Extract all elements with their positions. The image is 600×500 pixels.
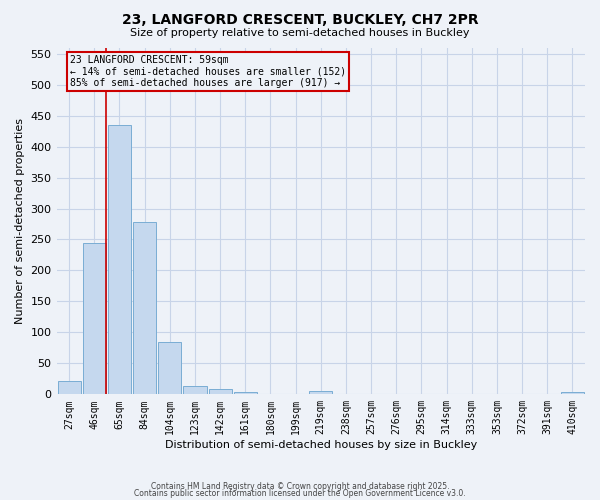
Bar [309,391,332,394]
Bar [58,380,80,394]
X-axis label: Distribution of semi-detached houses by size in Buckley: Distribution of semi-detached houses by … [164,440,477,450]
Y-axis label: Number of semi-detached properties: Number of semi-detached properties [15,118,25,324]
Text: Contains public sector information licensed under the Open Government Licence v3: Contains public sector information licen… [134,490,466,498]
Text: Contains HM Land Registry data © Crown copyright and database right 2025.: Contains HM Land Registry data © Crown c… [151,482,449,491]
Text: Size of property relative to semi-detached houses in Buckley: Size of property relative to semi-detach… [130,28,470,38]
Bar [108,125,131,394]
Bar [158,342,181,394]
Bar [561,392,584,394]
Bar [184,386,206,394]
Bar [209,390,232,394]
Bar [133,222,156,394]
Bar [83,242,106,394]
Bar [234,392,257,394]
Text: 23 LANGFORD CRESCENT: 59sqm
← 14% of semi-detached houses are smaller (152)
85% : 23 LANGFORD CRESCENT: 59sqm ← 14% of sem… [70,55,347,88]
Text: 23, LANGFORD CRESCENT, BUCKLEY, CH7 2PR: 23, LANGFORD CRESCENT, BUCKLEY, CH7 2PR [122,12,478,26]
